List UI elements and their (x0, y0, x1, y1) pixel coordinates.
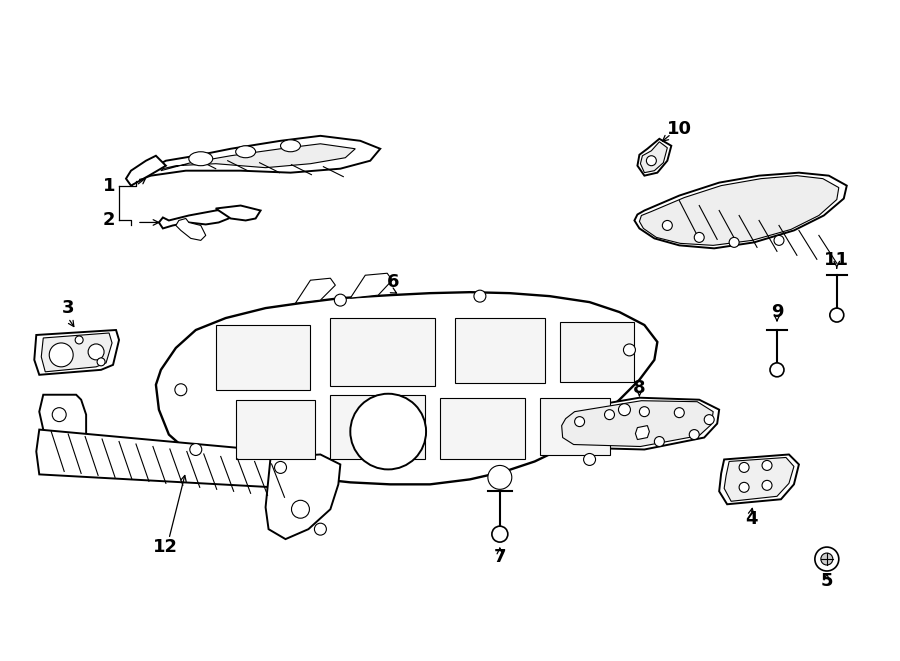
Circle shape (646, 156, 656, 166)
Circle shape (76, 336, 83, 344)
Circle shape (762, 481, 772, 490)
Polygon shape (555, 398, 719, 449)
Polygon shape (216, 206, 261, 221)
Polygon shape (634, 173, 847, 249)
Ellipse shape (189, 152, 212, 166)
Circle shape (830, 308, 844, 322)
Ellipse shape (281, 140, 301, 152)
Text: 9: 9 (770, 303, 783, 321)
Polygon shape (266, 455, 340, 539)
Bar (330, 395, 425, 459)
Bar (560, 322, 634, 382)
Circle shape (97, 358, 105, 366)
Circle shape (190, 444, 202, 455)
Text: 11: 11 (824, 251, 850, 269)
Circle shape (50, 343, 73, 367)
Bar (236, 400, 315, 459)
Circle shape (729, 237, 739, 247)
Circle shape (335, 294, 346, 306)
Circle shape (314, 524, 327, 535)
Circle shape (175, 384, 187, 396)
Text: 3: 3 (62, 299, 75, 317)
Circle shape (274, 461, 286, 473)
Text: 12: 12 (153, 538, 178, 556)
Bar (440, 398, 525, 459)
Text: 2: 2 (103, 212, 115, 229)
Text: 6: 6 (387, 273, 400, 292)
Circle shape (662, 221, 672, 231)
Text: 7: 7 (493, 548, 506, 566)
Circle shape (689, 430, 699, 440)
Circle shape (770, 363, 784, 377)
Polygon shape (719, 455, 799, 504)
Circle shape (674, 408, 684, 418)
Polygon shape (156, 292, 657, 485)
Polygon shape (295, 278, 336, 303)
Circle shape (292, 500, 310, 518)
Circle shape (474, 290, 486, 302)
Polygon shape (40, 395, 86, 469)
Text: 10: 10 (667, 120, 692, 138)
Polygon shape (350, 273, 392, 298)
Circle shape (52, 408, 67, 422)
Circle shape (88, 344, 104, 360)
Polygon shape (724, 457, 794, 501)
Polygon shape (562, 401, 713, 447)
Circle shape (762, 461, 772, 471)
Polygon shape (41, 333, 112, 372)
Polygon shape (161, 144, 356, 171)
Polygon shape (176, 219, 206, 241)
Bar (540, 398, 609, 455)
Circle shape (654, 436, 664, 447)
Bar (455, 318, 544, 383)
Text: 8: 8 (633, 379, 645, 397)
Ellipse shape (236, 146, 256, 158)
Bar (330, 318, 435, 386)
Polygon shape (131, 136, 380, 186)
Circle shape (739, 483, 749, 492)
Circle shape (694, 233, 704, 243)
Polygon shape (637, 139, 671, 176)
Circle shape (488, 465, 512, 489)
Circle shape (639, 407, 650, 416)
Circle shape (624, 344, 635, 356)
Polygon shape (641, 142, 667, 173)
Polygon shape (36, 430, 330, 489)
Circle shape (704, 414, 715, 424)
Polygon shape (639, 176, 839, 245)
Text: 5: 5 (821, 572, 833, 590)
Circle shape (821, 553, 833, 565)
Text: 4: 4 (745, 510, 757, 528)
Circle shape (492, 526, 508, 542)
Circle shape (814, 547, 839, 571)
Polygon shape (126, 156, 166, 186)
Circle shape (774, 235, 784, 245)
Text: 1: 1 (103, 176, 115, 194)
Polygon shape (635, 426, 650, 440)
Circle shape (618, 404, 630, 416)
Circle shape (605, 410, 615, 420)
Circle shape (739, 463, 749, 473)
Polygon shape (34, 330, 119, 375)
Circle shape (574, 416, 585, 426)
Bar (216, 325, 310, 390)
Circle shape (583, 453, 596, 465)
Polygon shape (159, 208, 230, 229)
Circle shape (350, 394, 426, 469)
